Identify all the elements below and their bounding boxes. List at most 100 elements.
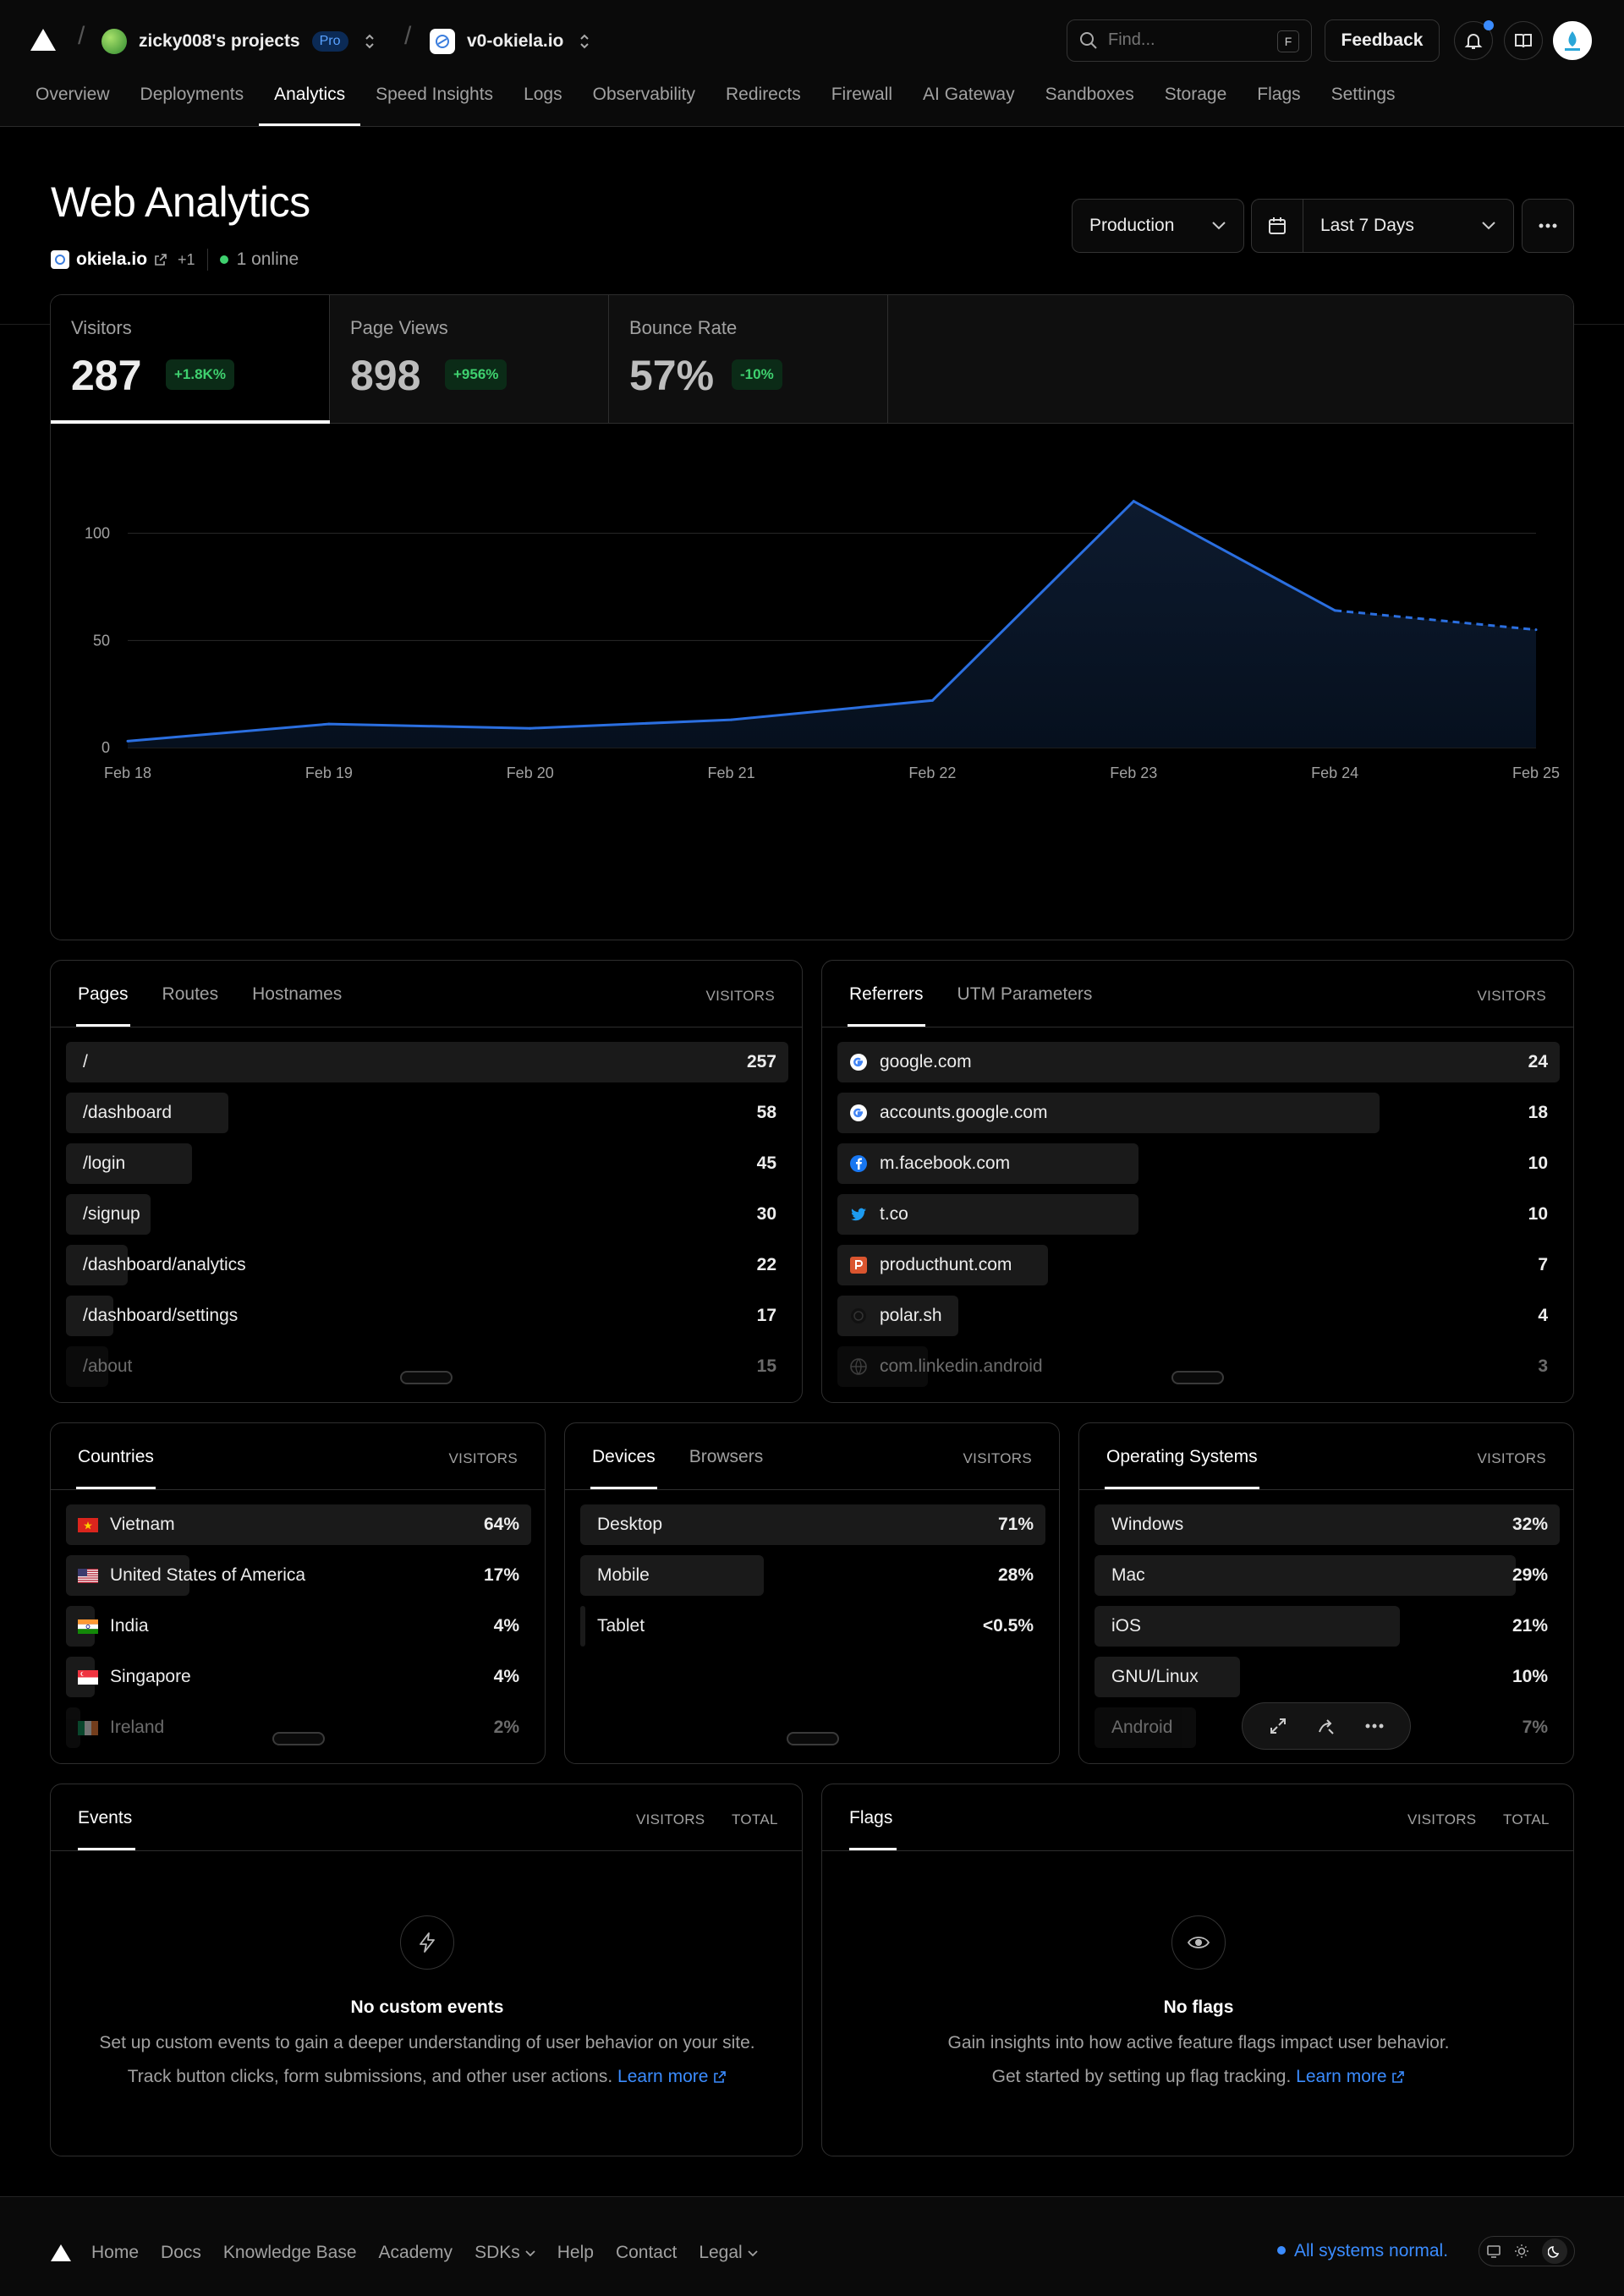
tab-routes[interactable]: Routes xyxy=(162,984,219,1004)
stat-tab-page-views[interactable]: Page Views 898 +956% xyxy=(330,295,609,424)
dark-theme-button[interactable] xyxy=(1542,2238,1568,2264)
calendar-button[interactable] xyxy=(1251,199,1303,253)
footer-link-help[interactable]: Help xyxy=(557,2243,594,2263)
tab-utm-parameters[interactable]: UTM Parameters xyxy=(957,984,1093,1004)
project-switcher[interactable]: v0-okiela.io xyxy=(430,29,590,54)
data-point[interactable] xyxy=(1534,628,1538,632)
tab-pages[interactable]: Pages xyxy=(78,984,129,1004)
referrer-row[interactable]: com.linkedin.android 3 xyxy=(822,1346,1573,1387)
page-row[interactable]: /login 45 xyxy=(51,1143,802,1184)
referrer-row[interactable]: google.com 24 xyxy=(822,1042,1573,1082)
tab-countries[interactable]: Countries xyxy=(78,1447,154,1466)
nav-tab-firewall[interactable]: Firewall xyxy=(831,85,893,104)
learn-more-link[interactable]: Learn more xyxy=(1296,2067,1387,2086)
country-row[interactable]: Vietnam 64% xyxy=(51,1504,545,1545)
page-row[interactable]: / 257 xyxy=(51,1042,802,1082)
share-icon[interactable] xyxy=(1317,1717,1336,1735)
feedback-button[interactable]: Feedback xyxy=(1325,19,1440,62)
nav-tab-redirects[interactable]: Redirects xyxy=(726,85,801,104)
column-header-total[interactable]: TOTAL xyxy=(732,1811,778,1827)
nav-tab-observability[interactable]: Observability xyxy=(592,85,695,104)
page-row[interactable]: /dashboard/analytics 22 xyxy=(51,1245,802,1285)
country-row[interactable]: India 4% xyxy=(51,1606,545,1647)
referrer-row[interactable]: polar.sh 4 xyxy=(822,1296,1573,1336)
device-row[interactable]: Tablet <0.5% xyxy=(565,1606,1059,1647)
nav-tab-analytics[interactable]: Analytics xyxy=(274,85,346,104)
user-avatar[interactable] xyxy=(1553,21,1592,60)
tab-browsers[interactable]: Browsers xyxy=(689,1447,764,1466)
data-point[interactable] xyxy=(126,739,129,743)
footer-link-home[interactable]: Home xyxy=(91,2243,139,2263)
external-link-icon[interactable] xyxy=(1391,2070,1405,2084)
nav-tab-deployments[interactable]: Deployments xyxy=(140,85,244,104)
domain-link[interactable]: okiela.io xyxy=(76,249,148,269)
vercel-logo-icon[interactable] xyxy=(51,2244,71,2261)
monitor-icon[interactable] xyxy=(1486,2244,1501,2259)
tab-referrers[interactable]: Referrers xyxy=(849,984,924,1004)
page-row[interactable]: /dashboard 58 xyxy=(51,1093,802,1133)
footer-link-sdks[interactable]: SDKs xyxy=(475,2243,535,2263)
page-row[interactable]: /dashboard/settings 17 xyxy=(51,1296,802,1336)
referrer-row[interactable]: producthunt.com 7 xyxy=(822,1245,1573,1285)
data-point[interactable] xyxy=(327,722,331,726)
column-header-visitors[interactable]: VISITORS xyxy=(1407,1811,1477,1827)
data-point[interactable] xyxy=(529,726,532,730)
environment-select[interactable]: Production xyxy=(1072,199,1244,253)
scroll-indicator[interactable] xyxy=(787,1732,839,1745)
external-link-icon[interactable] xyxy=(713,2070,727,2084)
os-row[interactable]: Android 7% xyxy=(1079,1707,1573,1748)
os-row[interactable]: Windows 32% xyxy=(1079,1504,1573,1545)
nav-tab-logs[interactable]: Logs xyxy=(524,85,562,104)
data-point[interactable] xyxy=(930,699,934,702)
nav-tab-ai-gateway[interactable]: AI Gateway xyxy=(923,85,1015,104)
nav-tab-speed-insights[interactable]: Speed Insights xyxy=(376,85,494,104)
device-row[interactable]: Desktop 71% xyxy=(565,1504,1059,1545)
column-header-visitors[interactable]: VISITORS xyxy=(636,1811,705,1827)
data-point[interactable] xyxy=(730,718,733,721)
search-input[interactable] xyxy=(1108,30,1260,50)
page-row[interactable]: /about 15 xyxy=(51,1346,802,1387)
expand-icon[interactable] xyxy=(1269,1717,1287,1735)
device-row[interactable]: Mobile 28% xyxy=(565,1555,1059,1596)
scroll-indicator[interactable] xyxy=(1171,1371,1224,1384)
column-header-visitors[interactable]: VISITORS xyxy=(963,1450,1032,1466)
nav-tab-overview[interactable]: Overview xyxy=(36,85,110,104)
column-header-visitors[interactable]: VISITORS xyxy=(1477,1450,1546,1466)
scroll-indicator[interactable] xyxy=(400,1371,453,1384)
tab-operating-systems[interactable]: Operating Systems xyxy=(1106,1447,1258,1466)
ellipsis-icon[interactable] xyxy=(1365,1723,1384,1729)
external-link-icon[interactable] xyxy=(154,253,167,266)
sun-icon[interactable] xyxy=(1514,2244,1529,2259)
country-row[interactable]: United States of America 17% xyxy=(51,1555,545,1596)
search-box[interactable]: F xyxy=(1067,19,1312,62)
nav-tab-flags[interactable]: Flags xyxy=(1257,85,1301,104)
os-row[interactable]: GNU/Linux 10% xyxy=(1079,1657,1573,1697)
notifications-button[interactable] xyxy=(1454,21,1493,60)
footer-link-docs[interactable]: Docs xyxy=(161,2243,201,2263)
column-header-visitors[interactable]: VISITORS xyxy=(705,988,775,1004)
os-row[interactable]: iOS 21% xyxy=(1079,1606,1573,1647)
footer-link-knowledge-base[interactable]: Knowledge Base xyxy=(223,2243,357,2263)
column-header-visitors[interactable]: VISITORS xyxy=(1477,988,1546,1004)
os-row[interactable]: Mac 29% xyxy=(1079,1555,1573,1596)
tab-hostnames[interactable]: Hostnames xyxy=(252,984,343,1004)
nav-tab-settings[interactable]: Settings xyxy=(1330,85,1396,104)
docs-button[interactable] xyxy=(1504,21,1543,60)
more-options-button[interactable] xyxy=(1522,199,1574,253)
footer-link-legal[interactable]: Legal xyxy=(699,2243,758,2263)
referrer-row[interactable]: m.facebook.com 10 xyxy=(822,1143,1573,1184)
referrer-row[interactable]: t.co 10 xyxy=(822,1194,1573,1235)
referrer-row[interactable]: accounts.google.com 18 xyxy=(822,1093,1573,1133)
country-row[interactable]: Singapore 4% xyxy=(51,1657,545,1697)
page-row[interactable]: /signup 30 xyxy=(51,1194,802,1235)
data-point[interactable] xyxy=(1333,609,1336,612)
footer-link-contact[interactable]: Contact xyxy=(616,2243,677,2263)
data-point[interactable] xyxy=(1132,500,1135,503)
stat-tab-bounce-rate[interactable]: Bounce Rate 57% -10% xyxy=(609,295,888,424)
date-range-select[interactable]: Last 7 Days xyxy=(1303,199,1514,253)
scroll-indicator[interactable] xyxy=(272,1732,325,1745)
stat-tab-visitors[interactable]: Visitors 287 +1.8K% xyxy=(51,295,330,424)
nav-tab-storage[interactable]: Storage xyxy=(1164,85,1227,104)
column-header-total[interactable]: TOTAL xyxy=(1503,1811,1550,1827)
tab-events[interactable]: Events xyxy=(78,1808,133,1827)
